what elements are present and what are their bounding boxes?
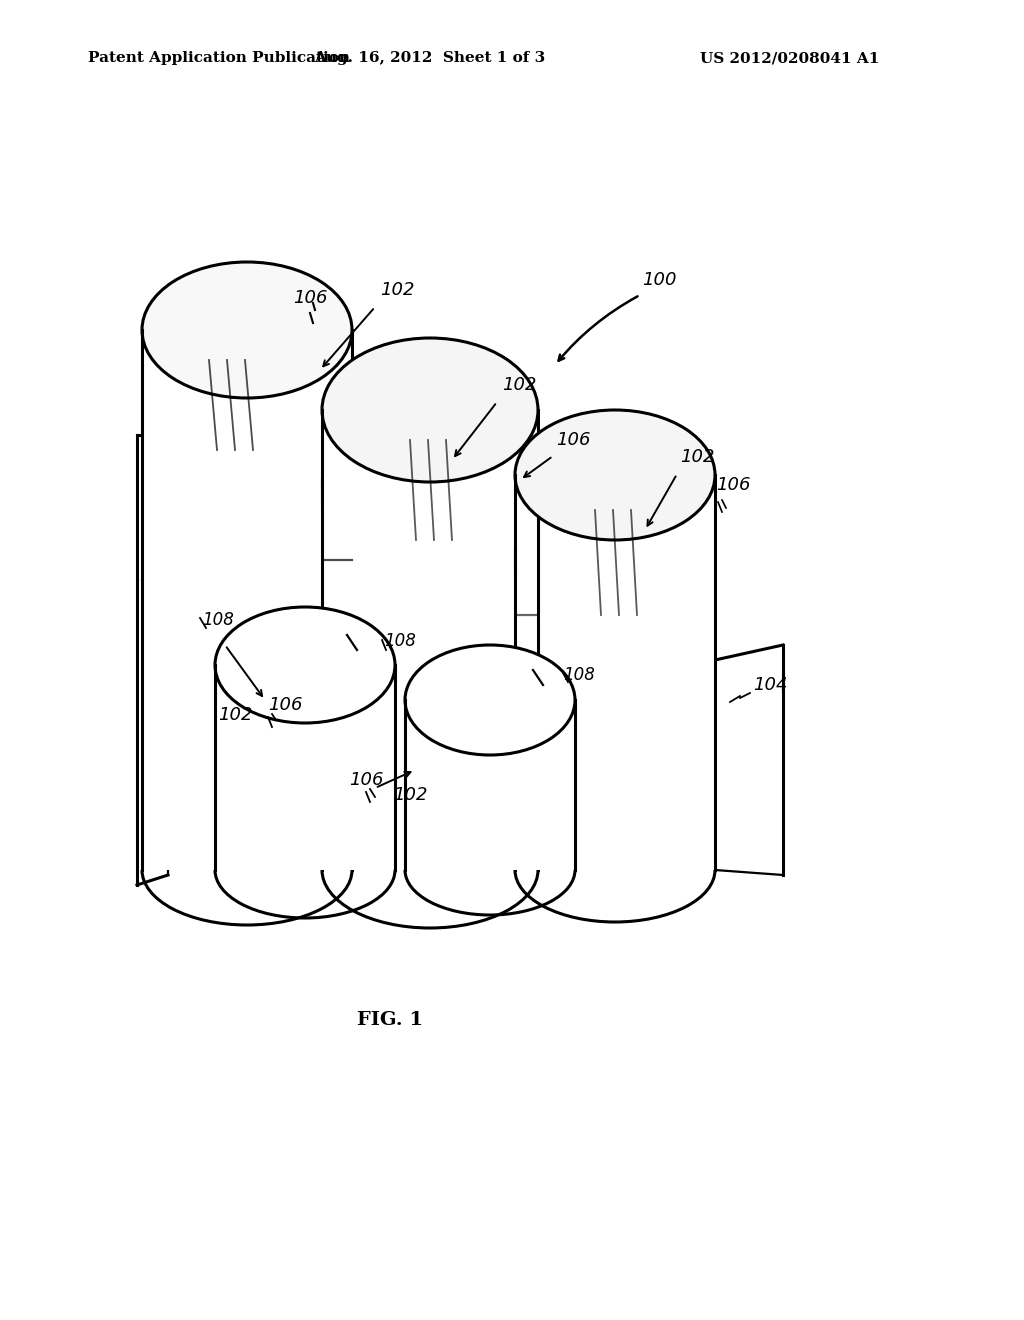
Ellipse shape [322, 338, 538, 482]
Text: 106: 106 [716, 477, 751, 494]
Ellipse shape [215, 607, 395, 723]
Text: 102: 102 [393, 785, 427, 804]
Text: 106: 106 [349, 771, 383, 789]
Text: 102: 102 [502, 376, 537, 393]
Text: 108: 108 [384, 632, 416, 649]
Text: 102: 102 [380, 281, 415, 300]
Text: 108: 108 [563, 667, 595, 684]
Bar [215, 665, 395, 870]
Ellipse shape [406, 645, 575, 755]
Ellipse shape [515, 411, 715, 540]
Text: 106: 106 [293, 289, 328, 308]
Text: Aug. 16, 2012  Sheet 1 of 3: Aug. 16, 2012 Sheet 1 of 3 [314, 51, 546, 65]
Bar [322, 411, 538, 870]
Ellipse shape [142, 261, 352, 399]
Bar [406, 700, 575, 870]
Text: 102: 102 [680, 447, 715, 466]
Text: US 2012/0208041 A1: US 2012/0208041 A1 [700, 51, 880, 65]
Text: 104: 104 [753, 676, 787, 694]
Text: 100: 100 [642, 271, 677, 289]
Polygon shape [715, 660, 785, 870]
Text: FIG. 1: FIG. 1 [357, 1011, 423, 1030]
Text: Patent Application Publication: Patent Application Publication [88, 51, 350, 65]
Text: 106: 106 [556, 432, 591, 449]
Text: 106: 106 [268, 696, 302, 714]
Polygon shape [137, 430, 168, 890]
Bar [515, 475, 715, 870]
Bar [142, 330, 352, 870]
Text: 108: 108 [202, 611, 233, 630]
Text: 102: 102 [218, 706, 252, 723]
